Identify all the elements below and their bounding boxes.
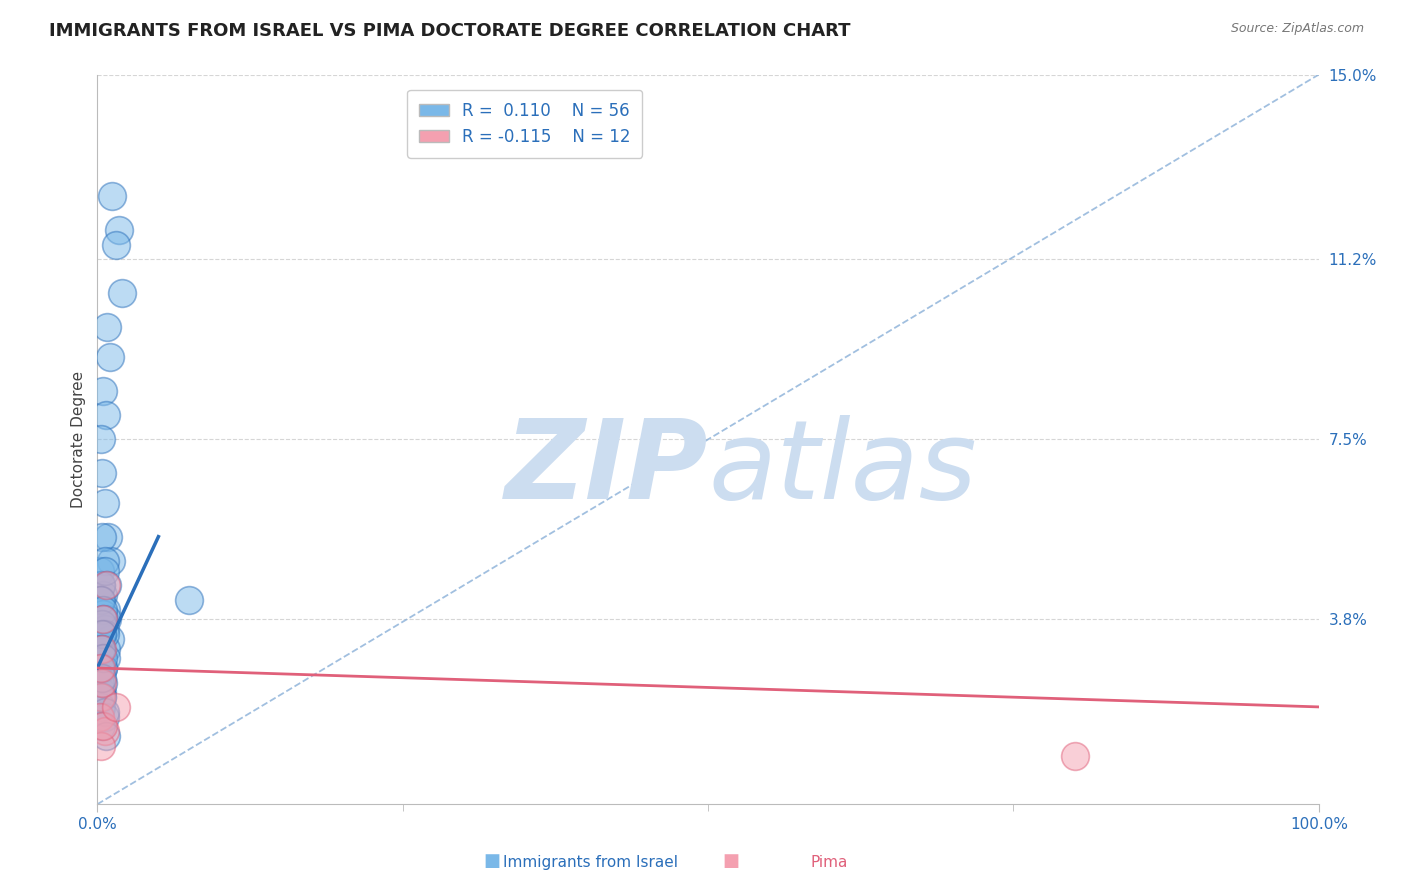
Point — [89, 709, 111, 723]
Point — [91, 690, 114, 705]
Point — [93, 627, 115, 641]
Point — [93, 719, 115, 733]
Point — [94, 602, 117, 616]
Point — [91, 467, 114, 481]
Point — [91, 641, 114, 656]
Point — [1063, 748, 1085, 763]
Point — [177, 593, 200, 607]
Point — [90, 641, 112, 656]
Point — [91, 617, 114, 632]
Text: ZIP: ZIP — [505, 415, 709, 522]
Text: Pima: Pima — [811, 855, 848, 870]
Point — [97, 530, 120, 544]
Point — [93, 709, 115, 723]
Point — [90, 719, 112, 733]
Point — [91, 671, 114, 685]
Point — [90, 739, 112, 753]
Point — [93, 675, 115, 690]
Text: IMMIGRANTS FROM ISRAEL VS PIMA DOCTORATE DEGREE CORRELATION CHART: IMMIGRANTS FROM ISRAEL VS PIMA DOCTORATE… — [49, 22, 851, 40]
Point — [91, 675, 114, 690]
Point — [94, 641, 117, 656]
Point — [90, 700, 112, 714]
Point — [91, 627, 114, 641]
Text: Immigrants from Israel: Immigrants from Israel — [503, 855, 678, 870]
Point — [91, 627, 114, 641]
Text: Source: ZipAtlas.com: Source: ZipAtlas.com — [1230, 22, 1364, 36]
Point — [90, 690, 112, 705]
Y-axis label: Doctorate Degree: Doctorate Degree — [72, 371, 86, 508]
Point — [93, 554, 115, 568]
Point — [101, 189, 124, 203]
Point — [93, 384, 115, 398]
Point — [90, 651, 112, 665]
Point — [100, 554, 122, 568]
Point — [93, 607, 115, 622]
Point — [93, 724, 115, 739]
Point — [93, 705, 115, 719]
Point — [96, 612, 118, 626]
Text: atlas: atlas — [709, 415, 977, 522]
Point — [93, 661, 115, 675]
Point — [91, 530, 114, 544]
Point — [98, 632, 121, 646]
Point — [94, 651, 117, 665]
Point — [108, 223, 131, 237]
Legend: R =  0.110    N = 56, R = -0.115    N = 12: R = 0.110 N = 56, R = -0.115 N = 12 — [408, 90, 643, 158]
Point — [89, 593, 111, 607]
Point — [93, 622, 115, 636]
Point — [104, 237, 127, 252]
Point — [93, 602, 115, 616]
Text: ■: ■ — [484, 852, 501, 870]
Point — [111, 286, 134, 301]
Point — [94, 578, 117, 592]
Point — [96, 320, 118, 334]
Point — [93, 588, 115, 602]
Point — [93, 612, 115, 626]
Text: ■: ■ — [723, 852, 740, 870]
Point — [93, 651, 115, 665]
Point — [91, 690, 114, 705]
Point — [93, 564, 115, 578]
Point — [93, 612, 115, 626]
Point — [98, 350, 121, 364]
Point — [94, 729, 117, 743]
Point — [90, 593, 112, 607]
Point — [94, 408, 117, 422]
Point — [90, 578, 112, 592]
Point — [104, 700, 127, 714]
Point — [90, 433, 112, 447]
Point — [93, 661, 115, 675]
Point — [89, 564, 111, 578]
Point — [89, 661, 111, 675]
Point — [90, 641, 112, 656]
Point — [93, 495, 115, 509]
Point — [89, 675, 111, 690]
Point — [91, 685, 114, 699]
Point — [90, 661, 112, 675]
Point — [96, 578, 118, 592]
Point — [89, 675, 111, 690]
Point — [90, 578, 112, 592]
